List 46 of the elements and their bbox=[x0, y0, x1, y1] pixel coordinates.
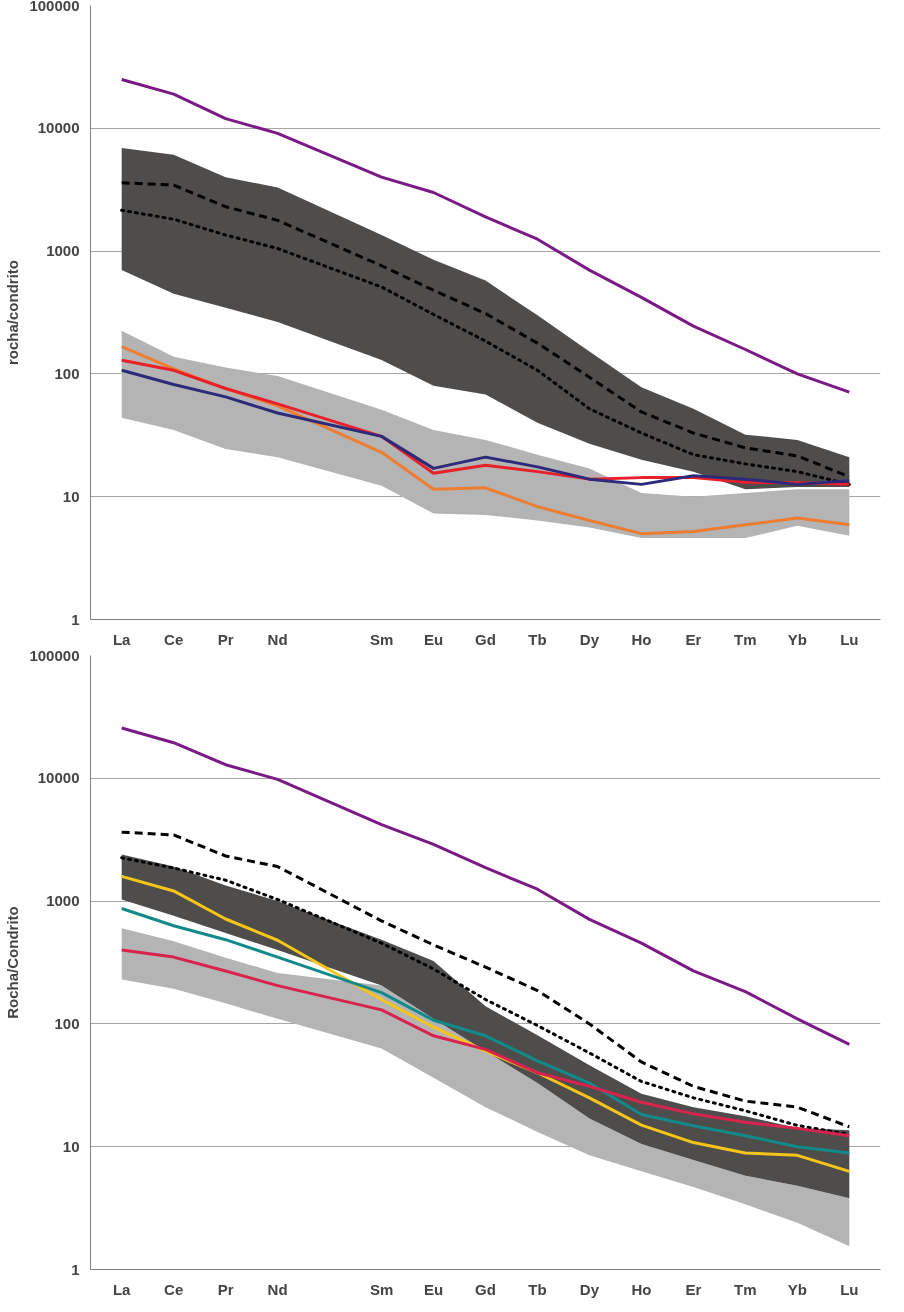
x-tick-label: La bbox=[112, 630, 132, 648]
x-tick-label: Tb bbox=[528, 630, 547, 648]
y-tick-label: 10000 bbox=[37, 769, 80, 787]
line-series bbox=[120, 907, 851, 1155]
y-tick-label: 1 bbox=[71, 1260, 80, 1278]
x-tick-label: Eu bbox=[423, 630, 444, 648]
y-axis-title: rocha/condrito bbox=[4, 259, 22, 365]
x-tick-label: Dy bbox=[579, 1280, 600, 1298]
x-tick-label: Nd bbox=[267, 1280, 288, 1298]
x-tick-label: Yb bbox=[787, 1280, 807, 1298]
x-tick-label: Nd bbox=[267, 630, 288, 648]
y-tick-label: 1 bbox=[71, 610, 80, 628]
x-tick-label: Ho bbox=[631, 1280, 652, 1298]
y-tick-label: 10 bbox=[62, 487, 80, 505]
x-tick-label: Ho bbox=[631, 630, 652, 648]
x-tick-label: Sm bbox=[369, 630, 394, 648]
x-tick-label: Tm bbox=[734, 630, 757, 648]
x-tick-label: Tm bbox=[734, 1280, 757, 1298]
y-tick-label: 10 bbox=[62, 1137, 80, 1155]
line-series bbox=[120, 77, 851, 394]
x-tick-label: Ce bbox=[164, 630, 184, 648]
y-tick-label: 1000 bbox=[46, 242, 80, 260]
line-series bbox=[120, 948, 851, 1138]
x-tick-label: Ce bbox=[164, 1280, 184, 1298]
line-series bbox=[120, 726, 851, 1046]
x-tick-label: Gd bbox=[475, 1280, 496, 1298]
x-tick-label: Sm bbox=[369, 1280, 394, 1298]
x-tick-label: Gd bbox=[475, 630, 496, 648]
x-tick-label: Tb bbox=[528, 1280, 547, 1298]
x-tick-label: Eu bbox=[423, 1280, 444, 1298]
x-tick-label: Pr bbox=[217, 1280, 234, 1298]
x-tick-label: Er bbox=[685, 630, 702, 648]
x-tick-label: Yb bbox=[787, 630, 807, 648]
x-tick-label: La bbox=[112, 1280, 132, 1298]
x-tick-label: Lu bbox=[840, 1280, 859, 1298]
y-tick-label: 100000 bbox=[29, 646, 80, 664]
x-tick-label: Pr bbox=[217, 630, 234, 648]
y-axis-title: Rocha/Condrito bbox=[4, 906, 22, 1019]
y-tick-label: 100000 bbox=[29, 0, 80, 14]
y-tick-label: 10000 bbox=[37, 119, 80, 137]
x-tick-label: Dy bbox=[579, 630, 600, 648]
x-tick-label: Lu bbox=[840, 630, 859, 648]
y-tick-label: 100 bbox=[54, 364, 80, 382]
x-tick-label: Er bbox=[685, 1280, 702, 1298]
y-tick-label: 1000 bbox=[46, 892, 80, 910]
y-tick-label: 100 bbox=[54, 1014, 80, 1032]
